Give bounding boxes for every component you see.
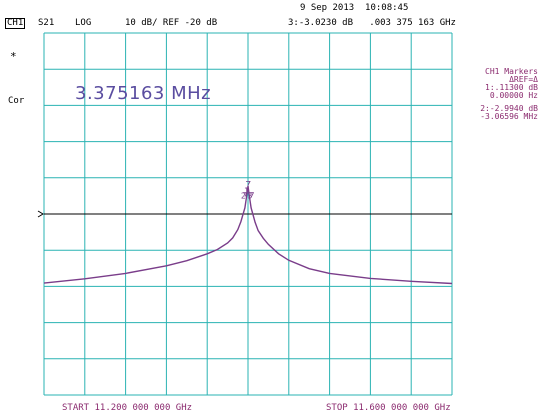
marker-1-icon	[246, 180, 251, 186]
stop-frequency[interactable]: STOP 11.600 000 000 GHz	[326, 403, 451, 413]
marker-2-value: 2:-2.9940 dB	[480, 104, 538, 113]
date-time: 9 Sep 2013 10:08:45	[300, 3, 409, 13]
channel-indicator[interactable]: CH1	[5, 18, 26, 29]
scale-reference[interactable]: 10 dB/ REF -20 dB	[125, 18, 218, 28]
marker-2-icon	[242, 192, 248, 197]
marker-1-freq: 0.00000 Hz	[489, 91, 538, 100]
trace-line	[43, 185, 453, 285]
marker-panel-title: CH1 Markers	[485, 67, 538, 76]
start-frequency[interactable]: START 11.200 000 000 GHz	[62, 403, 193, 413]
marker-1-value: 1:.11300 dB	[485, 83, 538, 92]
delta-ref-label: ΔREF=Δ	[509, 75, 538, 84]
reference-arrow-icon	[37, 210, 44, 218]
marker-3-icon	[249, 192, 255, 197]
active-marker-readout: 3:-3.0230 dB .003 375 163 GHz	[288, 18, 456, 28]
status-star: *	[10, 50, 17, 63]
marker-2-label: 2	[241, 192, 246, 201]
s-parameter[interactable]: S21	[38, 18, 55, 28]
marker-2-freq: -3.06596 MHz	[480, 112, 538, 121]
marker-panel: CH1 Markers ΔREF=Δ 1:.11300 dB 0.00000 H…	[462, 68, 538, 121]
marker-1-label: 1	[244, 186, 249, 195]
display-format[interactable]: LOG	[75, 18, 92, 28]
marker-frequency-readout: 3.375163 MHz	[75, 83, 212, 104]
correction-indicator: Cor	[8, 96, 25, 106]
marker-3-label: 3	[247, 192, 252, 201]
